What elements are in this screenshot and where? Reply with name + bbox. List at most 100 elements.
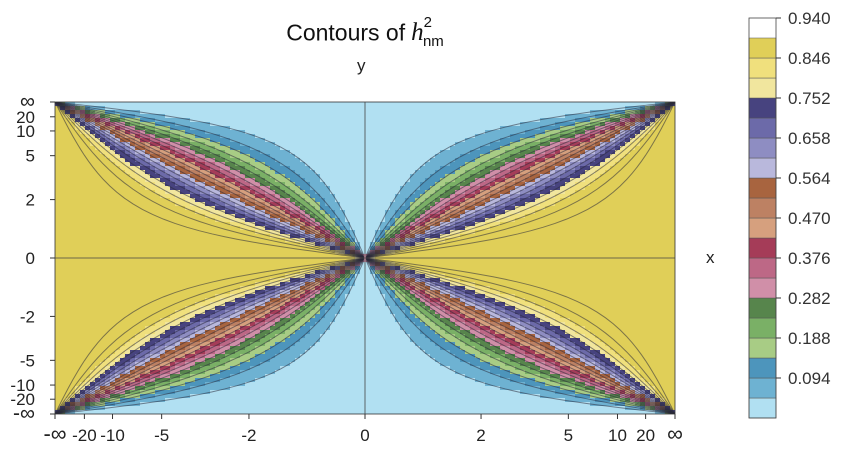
contour-band-cell	[205, 254, 211, 259]
contour-band-cell	[155, 218, 161, 223]
contour-band-cell	[275, 190, 281, 195]
contour-band-cell	[540, 106, 546, 111]
contour-band-cell	[210, 214, 216, 219]
contour-band-cell	[330, 182, 336, 187]
contour-band-cell	[275, 114, 281, 119]
contour-band-cell	[550, 230, 556, 235]
contour-band-cell	[330, 106, 336, 111]
contour-band-cell	[330, 118, 336, 123]
contour-band-cell	[195, 146, 201, 151]
contour-band-cell	[620, 174, 626, 179]
contour-band-cell	[625, 134, 631, 139]
contour-band-cell	[210, 210, 216, 215]
contour-band-cell	[555, 102, 561, 107]
contour-band-cell	[450, 122, 456, 127]
contour-band-cell	[570, 102, 576, 107]
contour-band-cell	[65, 146, 71, 151]
contour-band-cell	[295, 102, 301, 107]
contour-band-cell	[315, 198, 321, 203]
contour-band-cell	[195, 190, 201, 195]
contour-band-cell	[135, 238, 141, 243]
contour-band-cell	[330, 166, 336, 171]
contour-band-cell	[600, 218, 606, 223]
contour-band-cell	[670, 162, 675, 167]
contour-band-cell	[335, 206, 341, 211]
contour-band-cell	[60, 126, 66, 131]
contour-band-cell	[480, 126, 486, 131]
contour-band-cell	[100, 162, 106, 167]
contour-band-cell	[550, 166, 556, 171]
contour-band-cell	[425, 146, 431, 151]
contour-band-cell	[655, 158, 661, 163]
contour-band-cell	[200, 154, 206, 159]
contour-band-cell	[615, 238, 621, 243]
contour-band-cell	[605, 186, 611, 191]
contour-band-cell	[435, 238, 441, 243]
contour-band-cell	[480, 218, 486, 223]
contour-band-cell	[350, 146, 356, 151]
contour-band-cell	[155, 206, 161, 211]
contour-band-cell	[670, 234, 675, 239]
contour-band-cell	[470, 102, 476, 107]
contour-band-cell	[620, 234, 626, 239]
contour-band-cell	[475, 214, 481, 219]
contour-band-cell	[235, 178, 241, 183]
contour-band-cell	[420, 246, 426, 251]
contour-band-cell	[340, 158, 346, 163]
contour-band-cell	[535, 250, 541, 255]
contour-band-cell	[55, 186, 61, 191]
contour-band-cell	[355, 102, 361, 107]
contour-band-cell	[250, 158, 256, 163]
contour-band-cell	[480, 250, 486, 255]
contour-band-cell	[225, 246, 231, 251]
contour-band-cell	[370, 166, 376, 171]
contour-band-cell	[235, 194, 241, 199]
contour-band-cell	[345, 174, 351, 179]
contour-band-cell	[225, 242, 231, 247]
contour-band-cell	[460, 114, 466, 119]
contour-band-cell	[465, 162, 471, 167]
contour-band-cell	[135, 186, 141, 191]
contour-band-cell	[275, 258, 281, 263]
contour-band-cell	[60, 218, 66, 223]
contour-band-cell	[315, 190, 321, 195]
contour-band-cell	[110, 222, 116, 227]
contour-band-cell	[640, 246, 646, 251]
contour-band-cell	[545, 202, 551, 207]
contour-band-cell	[570, 158, 576, 163]
contour-band-cell	[170, 246, 176, 251]
contour-band-cell	[510, 234, 516, 239]
contour-band-cell	[170, 178, 176, 183]
contour-band-cell	[170, 182, 176, 187]
contour-band-cell	[310, 110, 316, 115]
contour-band-cell	[60, 150, 66, 155]
contour-band-cell	[665, 234, 671, 239]
contour-band-cell	[600, 122, 606, 127]
contour-band-cell	[430, 230, 436, 235]
contour-band-cell	[555, 258, 561, 263]
contour-band-cell	[610, 254, 616, 259]
contour-band-cell	[390, 118, 396, 123]
contour-band-cell	[400, 146, 406, 151]
contour-band-cell	[215, 150, 221, 155]
contour-band-cell	[530, 158, 536, 163]
contour-band-cell	[285, 250, 291, 255]
contour-band-cell	[540, 198, 546, 203]
contour-band-cell	[600, 114, 606, 119]
contour-band-cell	[645, 146, 651, 151]
contour-band-cell	[600, 182, 606, 187]
contour-band-cell	[235, 218, 241, 223]
contour-band-cell	[585, 226, 591, 231]
contour-band-cell	[425, 122, 431, 127]
contour-band-cell	[250, 142, 256, 147]
contour-band-cell	[355, 238, 361, 243]
contour-band-cell	[440, 102, 446, 107]
contour-band-cell	[545, 142, 551, 147]
contour-band-cell	[220, 146, 226, 151]
contour-band-cell	[505, 258, 511, 263]
contour-band-cell	[200, 230, 206, 235]
contour-band-cell	[570, 150, 576, 155]
contour-band-cell	[450, 202, 456, 207]
contour-band-cell	[445, 202, 451, 207]
contour-band-cell	[175, 102, 181, 107]
